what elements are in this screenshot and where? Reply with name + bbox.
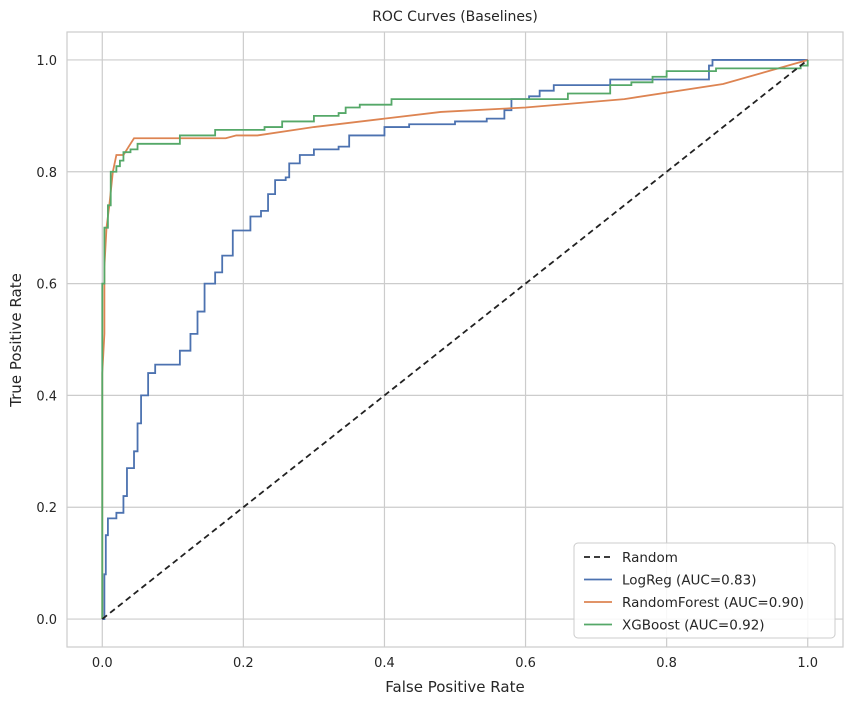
x-tick-label: 1.0 (797, 656, 818, 671)
series-line-0 (101, 59, 809, 620)
legend-label: RandomForest (AUC=0.90) (622, 595, 804, 611)
legend-label: XGBoost (AUC=0.92) (622, 618, 765, 634)
legend-label: LogReg (AUC=0.83) (622, 573, 757, 589)
y-axis-label: True Positive Rate (7, 273, 25, 408)
y-tick-label: 0.0 (36, 613, 57, 628)
series-line-3 (101, 59, 809, 620)
x-tick-label: 0.2 (233, 656, 254, 671)
y-tick-label: 0.6 (36, 278, 57, 293)
y-tick-label: 0.4 (36, 389, 57, 404)
chart-title: ROC Curves (Baselines) (372, 9, 538, 25)
x-tick-label: 0.6 (515, 656, 536, 671)
legend-label: Random (622, 550, 678, 566)
x-tick-label: 0.0 (92, 656, 113, 671)
y-tick-label: 0.8 (36, 166, 57, 181)
legend: Random LogReg (AUC=0.83) RandomForest (AUC… (573, 542, 836, 639)
y-tick-label: 0.2 (36, 501, 57, 516)
x-tick-label: 0.4 (374, 656, 395, 671)
series-line-1 (102, 59, 808, 620)
y-tick-label: 1.0 (36, 54, 57, 69)
x-tick-label: 0.8 (656, 656, 677, 671)
x-axis-label: False Positive Rate (385, 678, 524, 696)
axes-frame (66, 31, 844, 648)
